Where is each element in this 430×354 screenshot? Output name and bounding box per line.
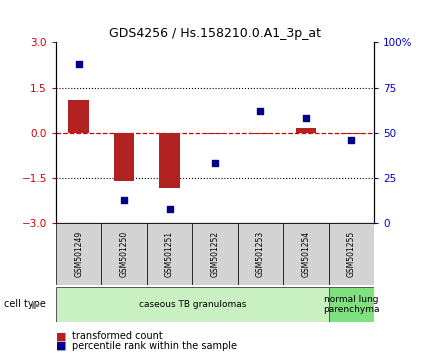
- Bar: [147, 223, 192, 285]
- Bar: [101, 223, 147, 285]
- Point: [75, 61, 82, 67]
- Point: [348, 137, 355, 143]
- Bar: [56, 287, 329, 322]
- Bar: [329, 287, 374, 322]
- Text: percentile rank within the sample: percentile rank within the sample: [72, 341, 237, 351]
- Text: GSM501251: GSM501251: [165, 231, 174, 277]
- Title: GDS4256 / Hs.158210.0.A1_3p_at: GDS4256 / Hs.158210.0.A1_3p_at: [109, 27, 321, 40]
- Text: GSM501250: GSM501250: [120, 231, 129, 277]
- Text: GSM501253: GSM501253: [256, 231, 265, 277]
- Text: ■: ■: [56, 341, 66, 351]
- Bar: [296, 128, 316, 133]
- Bar: [159, 133, 180, 188]
- Text: GSM501252: GSM501252: [211, 231, 219, 277]
- Bar: [114, 133, 134, 181]
- Bar: [68, 100, 89, 133]
- Bar: [329, 223, 374, 285]
- Bar: [192, 223, 238, 285]
- Bar: [56, 223, 101, 285]
- Bar: [341, 133, 362, 134]
- Point: [302, 115, 309, 121]
- Text: GSM501249: GSM501249: [74, 231, 83, 277]
- Text: normal lung
parenchyma: normal lung parenchyma: [323, 295, 380, 314]
- Text: ■: ■: [56, 331, 66, 341]
- Bar: [238, 223, 283, 285]
- Point: [212, 161, 218, 166]
- Bar: [205, 133, 225, 134]
- Point: [257, 108, 264, 114]
- Text: caseous TB granulomas: caseous TB granulomas: [138, 300, 246, 309]
- Text: transformed count: transformed count: [72, 331, 163, 341]
- Point: [121, 197, 128, 202]
- Point: [166, 206, 173, 211]
- Bar: [283, 223, 329, 285]
- Text: ▶: ▶: [32, 299, 40, 309]
- Text: cell type: cell type: [4, 299, 46, 309]
- Text: GSM501255: GSM501255: [347, 231, 356, 277]
- Bar: [250, 133, 271, 134]
- Text: GSM501254: GSM501254: [301, 231, 310, 277]
